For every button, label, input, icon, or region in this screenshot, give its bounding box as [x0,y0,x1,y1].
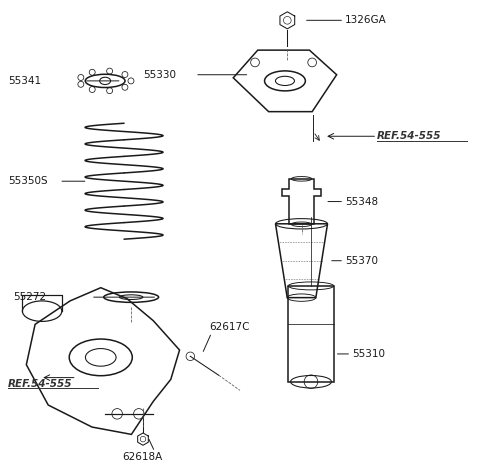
Text: 62618A: 62618A [123,452,163,462]
Text: 55350S: 55350S [8,176,48,186]
Text: REF.54-555: REF.54-555 [377,131,442,141]
Text: REF.54-555: REF.54-555 [8,379,72,389]
Text: 1326GA: 1326GA [345,15,387,25]
Text: 55348: 55348 [345,197,378,207]
Text: 55330: 55330 [143,70,176,80]
Text: 55341: 55341 [8,76,41,86]
Text: 55272: 55272 [13,292,46,302]
Text: 62617C: 62617C [209,322,250,332]
Text: 55310: 55310 [352,349,385,359]
Text: 55370: 55370 [345,256,378,266]
